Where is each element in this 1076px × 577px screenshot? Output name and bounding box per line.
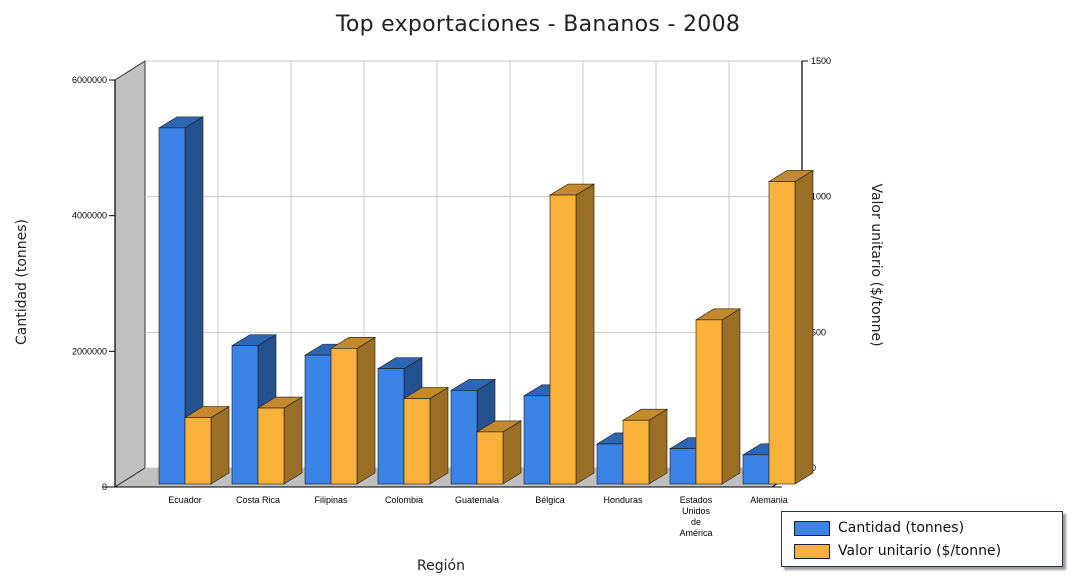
legend-item: Valor unitario ($/tonne) [794, 541, 1001, 561]
legend-swatch-cantidad [794, 520, 830, 536]
bar-front [184, 417, 212, 485]
bar-front [596, 443, 624, 485]
bar-front [549, 194, 577, 485]
chart-title: Top exportaciones - Bananos - 2008 [335, 12, 741, 37]
y2-tick-label: 1000 [811, 192, 831, 202]
x-tick-label: Alemania [750, 495, 788, 505]
legend-label: Cantidad (tonnes) [838, 520, 965, 536]
bar-front [695, 319, 723, 485]
x-tick-label: Guatemala [455, 495, 499, 505]
bar-side [356, 336, 376, 485]
bar-side [283, 396, 303, 485]
x-axis-label: Región [417, 558, 465, 574]
y2-axis-label: Valor unitario ($/tonne) [868, 183, 884, 347]
y-tick-label: 6000000 [72, 75, 107, 85]
bar-cantidad [157, 116, 205, 485]
y-tick-label: 4000000 [72, 211, 107, 221]
bar-side [648, 408, 668, 485]
bar-front [768, 181, 796, 485]
bar-front [669, 448, 697, 485]
x-tick-label: Honduras [603, 495, 643, 505]
bar-valor [694, 308, 742, 485]
bar-valor [621, 408, 669, 485]
bar-valor [402, 386, 450, 485]
x-tick-label: Estados Unidos de América [679, 495, 712, 538]
bar-side [575, 183, 595, 485]
y-axis-label: Cantidad (tonnes) [14, 218, 30, 346]
bar-front [476, 431, 504, 485]
legend: Cantidad (tonnes) Valor unitario ($/tonn… [781, 511, 1063, 567]
bar-front [523, 395, 551, 485]
bar-front [450, 390, 478, 485]
legend-item: Cantidad (tonnes) [794, 518, 964, 538]
bar-front [304, 354, 332, 485]
bar-side [429, 386, 449, 485]
bar-valor [767, 169, 815, 485]
bar-valor [548, 183, 596, 485]
bar-valor [329, 336, 377, 485]
bar-front [330, 348, 358, 485]
bar-front [742, 454, 770, 485]
bar-front [377, 368, 405, 485]
bar-valor [475, 420, 523, 485]
bar-front [231, 345, 259, 485]
side-wall [114, 60, 146, 488]
y2-tick-label: 500 [811, 327, 826, 337]
bar-side [721, 308, 741, 485]
bar-valor [256, 396, 304, 485]
x-tick-label: Ecuador [168, 495, 202, 505]
legend-label: Valor unitario ($/tonne) [838, 543, 1002, 559]
x-tick-label: Colombia [385, 495, 423, 505]
bar-front [403, 398, 431, 485]
x-tick-label: Bélgica [535, 495, 565, 505]
bar-side [794, 169, 814, 485]
bar-front [158, 127, 186, 485]
y2-tick-label: 1500 [811, 56, 831, 66]
bar-front [622, 419, 650, 485]
y-tick-label: 2000000 [72, 346, 107, 356]
bar-side [210, 405, 230, 485]
y2-tick-label: 0 [811, 463, 816, 473]
x-tick-label: Costa Rica [236, 495, 280, 505]
bar-valor [183, 405, 231, 485]
bar-front [257, 407, 285, 485]
legend-swatch-valor [794, 543, 830, 559]
x-tick-label: Filipinas [314, 495, 348, 505]
